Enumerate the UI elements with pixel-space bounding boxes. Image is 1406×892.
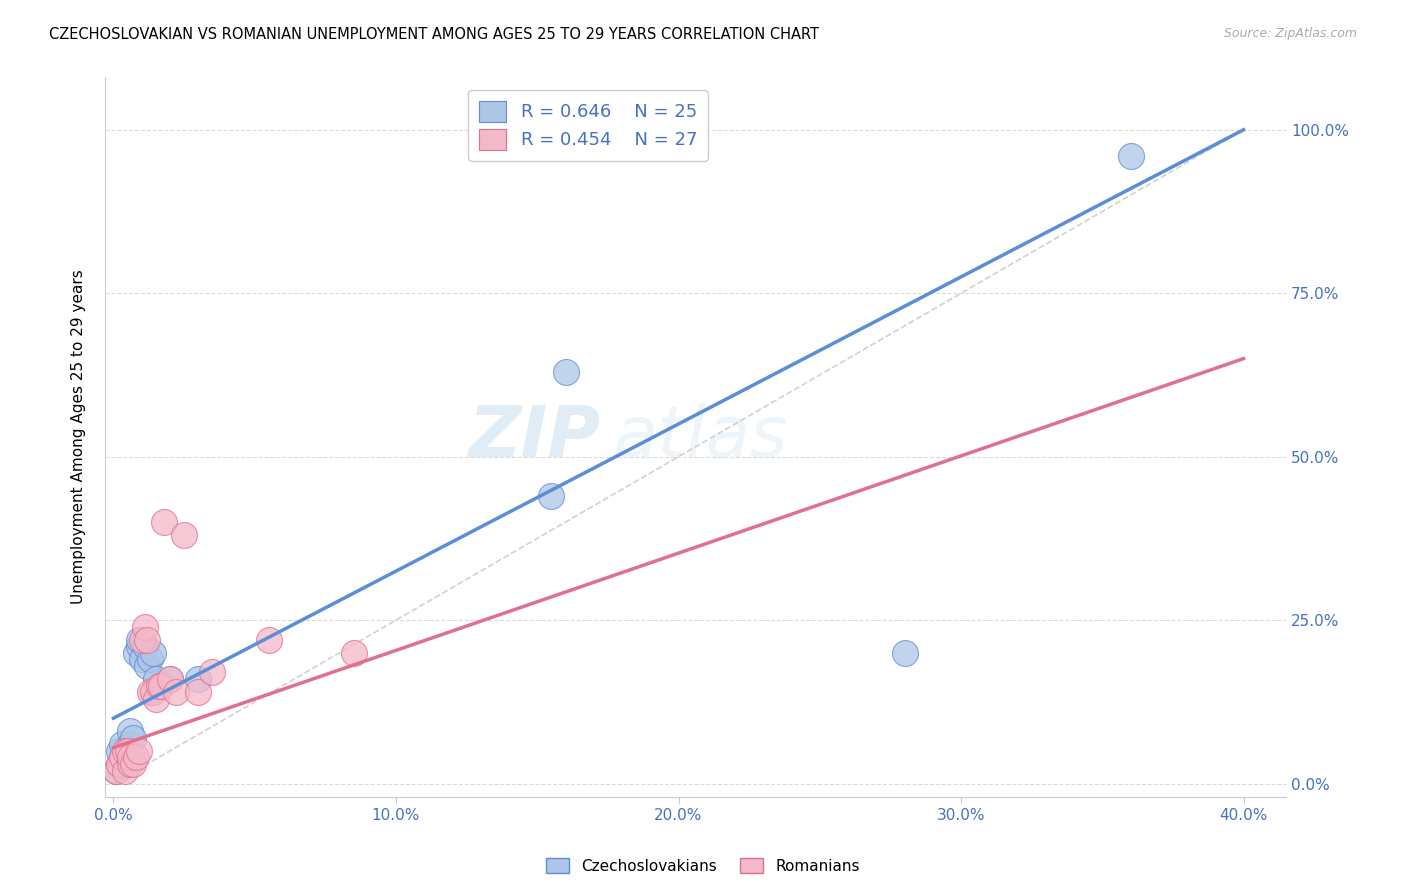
Point (108, 756, 131, 771)
Point (117, 744, 139, 758)
Point (114, 744, 136, 758)
Point (139, 652, 162, 666)
Text: CZECHOSLOVAKIAN VS ROMANIAN UNEMPLOYMENT AMONG AGES 25 TO 29 YEARS CORRELATION C: CZECHOSLOVAKIAN VS ROMANIAN UNEMPLOYMENT… (49, 27, 820, 42)
Point (554, 365, 576, 379)
Point (128, 632, 150, 647)
Point (136, 632, 159, 647)
Point (145, 672, 167, 686)
Point (1119, 149, 1142, 163)
Point (540, 489, 562, 503)
Point (111, 750, 134, 764)
Point (893, 646, 915, 660)
Point (142, 646, 165, 660)
Legend: R = 0.646    N = 25, R = 0.454    N = 27: R = 0.646 N = 25, R = 0.454 N = 27 (468, 90, 709, 161)
Point (111, 737, 134, 751)
Point (148, 679, 170, 693)
Point (131, 652, 153, 666)
Point (159, 672, 181, 686)
Point (134, 640, 156, 654)
Point (131, 632, 153, 647)
Point (108, 756, 131, 771)
Point (111, 750, 134, 764)
Point (153, 515, 176, 529)
Text: atlas: atlas (613, 402, 787, 472)
Point (128, 640, 150, 654)
Point (187, 685, 209, 699)
Point (343, 646, 366, 660)
Point (122, 731, 145, 745)
Point (187, 672, 209, 686)
Point (257, 632, 280, 647)
Point (108, 744, 131, 758)
Point (173, 528, 195, 542)
Y-axis label: Unemployment Among Ages 25 to 29 years: Unemployment Among Ages 25 to 29 years (72, 269, 86, 605)
Point (105, 764, 128, 778)
Point (150, 679, 173, 693)
Point (128, 744, 150, 758)
Point (145, 691, 167, 706)
Point (125, 646, 148, 660)
Point (120, 750, 142, 764)
Point (201, 665, 224, 680)
Legend: Czechoslovakians, Romanians: Czechoslovakians, Romanians (540, 852, 866, 880)
Point (142, 685, 165, 699)
Point (136, 659, 159, 673)
Point (125, 750, 148, 764)
Text: ZIP: ZIP (468, 402, 600, 472)
Point (159, 672, 181, 686)
Point (114, 756, 136, 771)
Point (114, 764, 136, 778)
Text: Source: ZipAtlas.com: Source: ZipAtlas.com (1223, 27, 1357, 40)
Point (120, 756, 142, 771)
Point (120, 724, 142, 739)
Point (120, 737, 142, 751)
Point (105, 764, 128, 778)
Point (139, 685, 162, 699)
Point (134, 620, 156, 634)
Point (165, 685, 187, 699)
Point (122, 756, 145, 771)
Point (117, 744, 139, 758)
